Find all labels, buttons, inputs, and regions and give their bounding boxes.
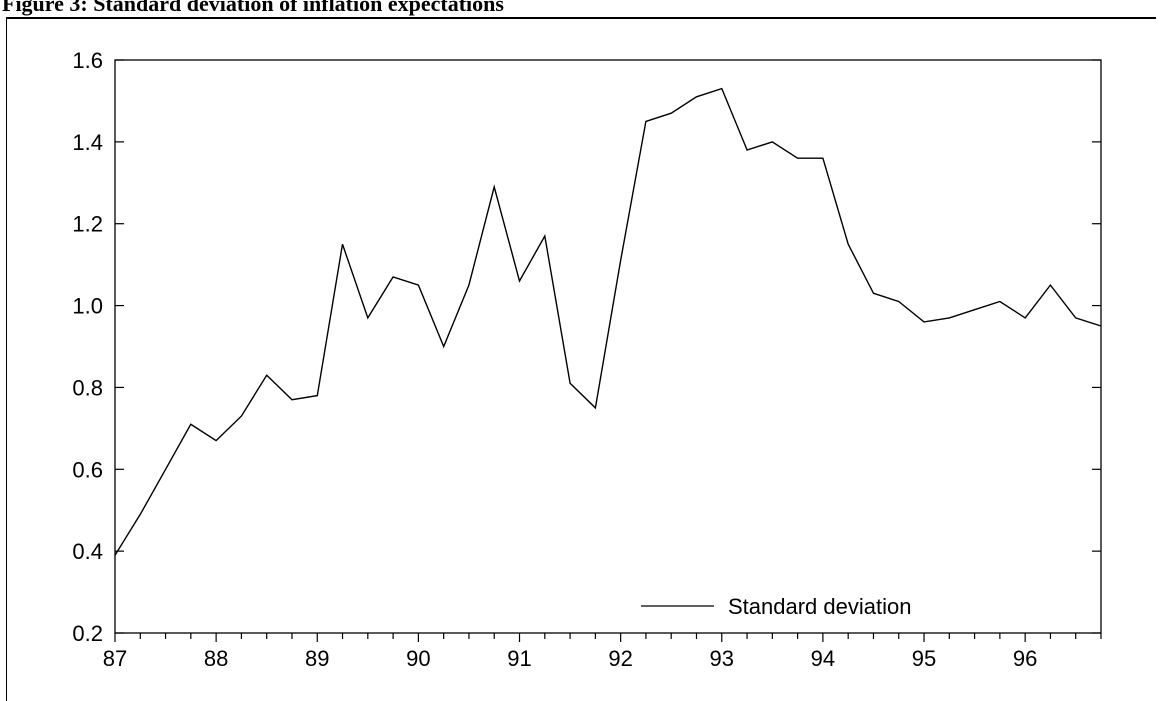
y-axis: 0.2 0.4 0.6 0.8 1.0 1.2 1.4 1.6 [72,48,1101,646]
x-tick-label: 89 [305,646,329,671]
y-tick-label: 1.0 [72,294,103,319]
y-tick-label: 0.4 [72,539,103,564]
y-tick-label: 1.2 [72,212,103,237]
x-tick-label: 96 [1013,646,1037,671]
x-tick-label: 93 [710,646,734,671]
y-tick-label: 0.6 [72,457,103,482]
x-tick-label: 87 [103,646,127,671]
series-line [114,87,1102,556]
chart-frame [6,17,1156,701]
y-tick-label: 1.4 [72,130,103,155]
x-tick-label: 90 [406,646,430,671]
x-tick-label: 92 [608,646,632,671]
y-tick-label: 0.2 [72,621,103,646]
series-layer [114,87,1102,556]
figure-title: Figure 3: Standard deviation of inflatio… [2,0,504,16]
plot-area [114,59,1102,634]
x-tick-label: 95 [912,646,936,671]
x-tick-label: 91 [507,646,531,671]
y-tick-label: 1.6 [72,48,103,73]
legend: Standard deviation [641,594,911,619]
legend-label: Standard deviation [728,594,911,619]
x-axis: 87 88 89 90 91 92 93 94 95 96 [103,633,1102,671]
y-tick-label: 0.8 [72,375,103,400]
x-tick-label: 88 [204,646,228,671]
x-tick-label: 94 [811,646,835,671]
